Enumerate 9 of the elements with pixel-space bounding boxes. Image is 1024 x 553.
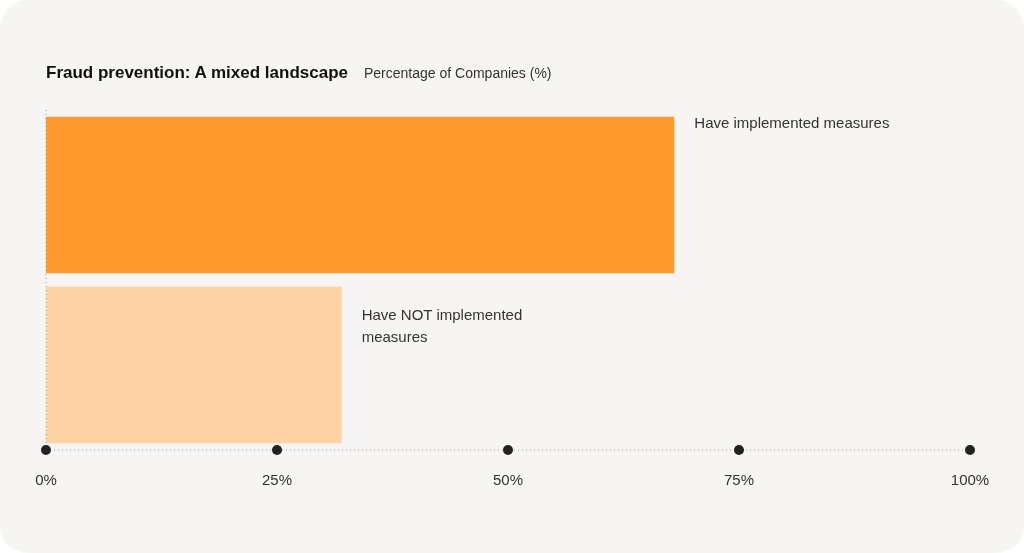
x-tick-label: 100% — [950, 471, 990, 489]
y-tick-label: Have NOT implemented measures — [361, 306, 523, 346]
y-tick-label: Have implemented measures — [694, 114, 890, 132]
chart-title: Fraud prevention: A mixed landscape — [46, 63, 348, 83]
x-tick-label: 75% — [723, 471, 755, 489]
x-tick-label: 0% — [35, 471, 57, 489]
x-tick-label: 25% — [261, 471, 293, 489]
x-tick-label: 50% — [492, 471, 524, 489]
chart-subtitle: Percentage of Companies (%) — [363, 65, 552, 81]
